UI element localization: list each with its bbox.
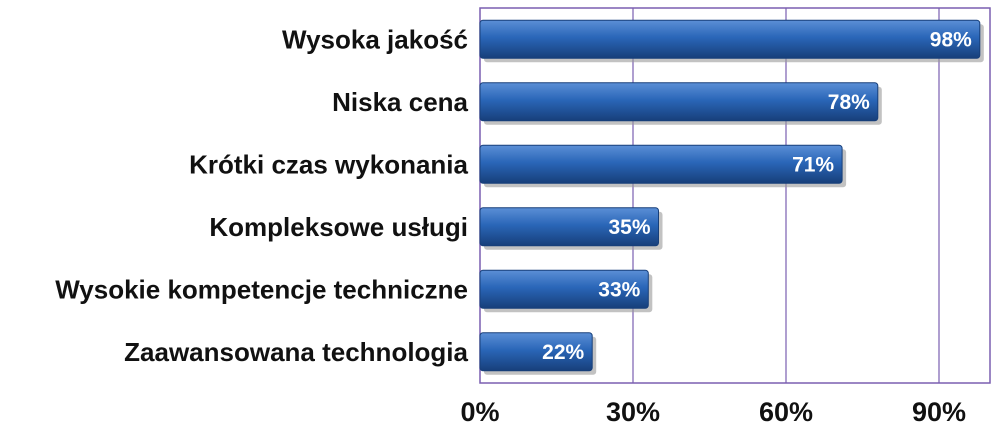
category-label: Wysokie kompetencje techniczne (55, 274, 468, 304)
bar-value-label: 98% (930, 28, 972, 51)
x-tick-label: 90% (912, 397, 966, 427)
x-tick-label: 60% (759, 397, 813, 427)
bar (479, 19, 981, 59)
grid-layer (632, 8, 940, 383)
bar (479, 332, 593, 372)
bar (479, 269, 649, 309)
x-axis-tick-labels: 0% 30% 60% 90% (460, 397, 966, 427)
bar (479, 144, 843, 184)
bar-value-label: 78% (828, 91, 870, 114)
x-tick-label: 30% (606, 397, 660, 427)
bars-layer: 98% 78% 71% 35% 33% 22% (479, 19, 984, 375)
category-label: Kompleksowe usługi (209, 212, 468, 242)
bar (479, 82, 879, 122)
bar (479, 207, 659, 247)
bar-value-label: 71% (792, 153, 834, 176)
plot-frame (479, 7, 991, 384)
bar-value-label: 35% (608, 216, 650, 239)
x-tick-label: 0% (460, 397, 499, 427)
category-label: Wysoka jakość (282, 24, 468, 54)
category-label: Zaawansowana technologia (124, 337, 468, 367)
bar-value-label: 22% (542, 341, 584, 364)
category-labels: Wysoka jakość Niska cena Krótki czas wykon… (55, 24, 468, 367)
bar-value-label: 33% (598, 278, 640, 301)
category-label: Krótki czas wykonania (189, 149, 468, 179)
category-label: Niska cena (332, 87, 468, 117)
